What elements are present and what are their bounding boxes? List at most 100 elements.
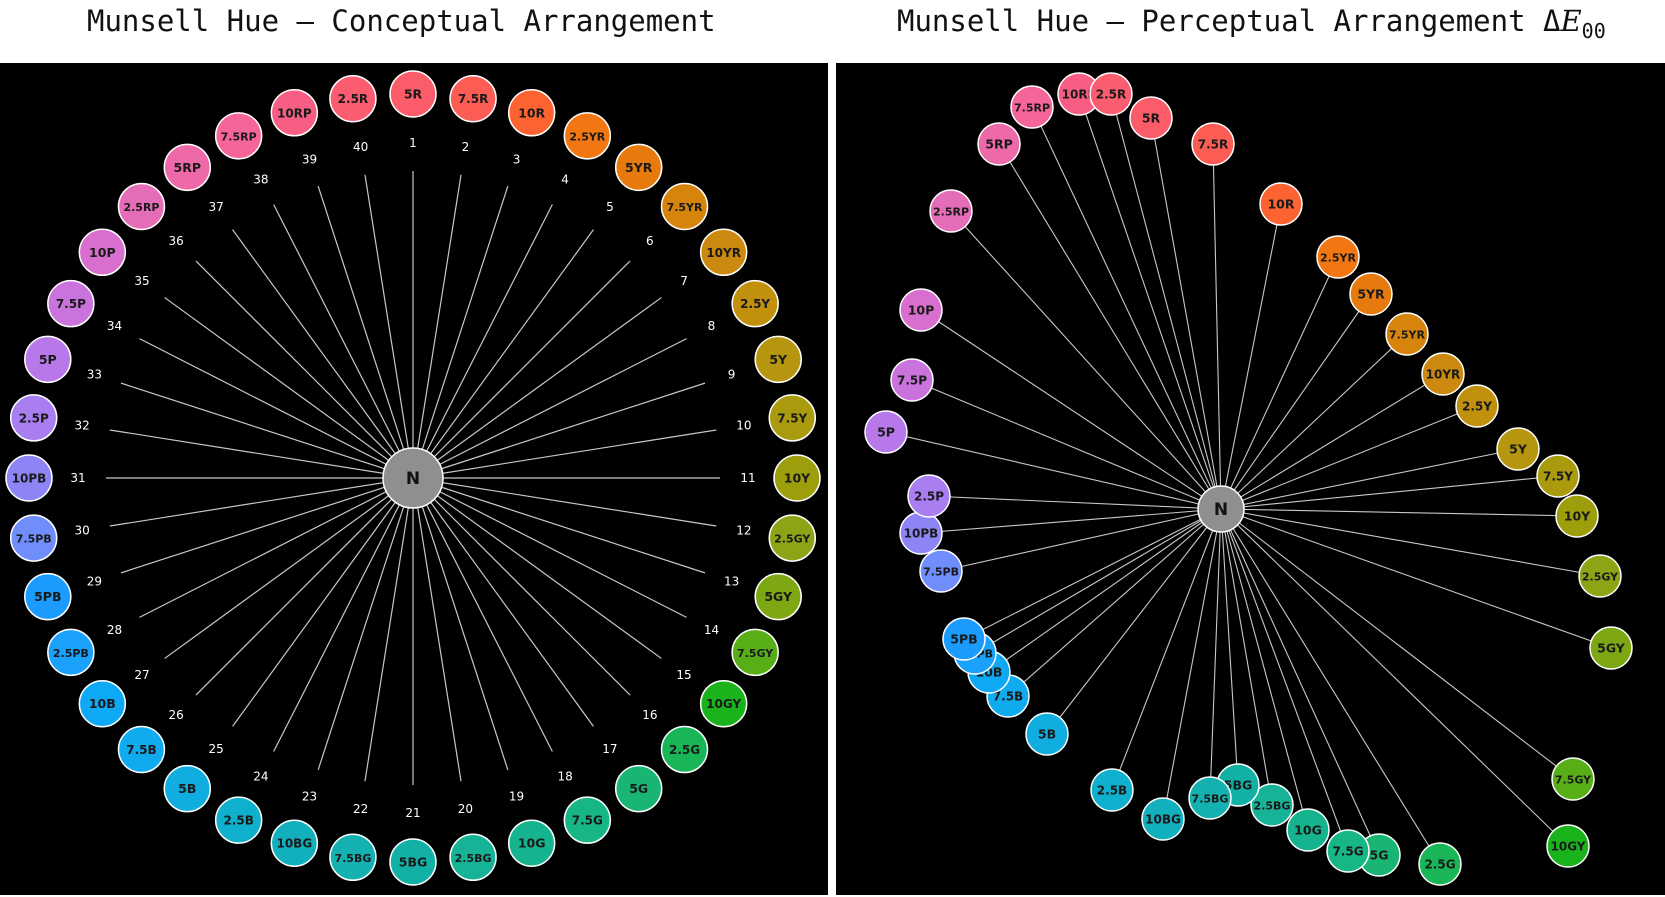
right-title-subscript: 00 (1581, 19, 1606, 43)
perceptual-edge-5rp (998, 143, 1222, 510)
conceptual-node-2-5bg: 2.5BG (449, 833, 497, 882)
perceptual-swatch-7-5g (1326, 829, 1370, 873)
conceptual-node-7-5pb: 7.5PB (9, 514, 58, 562)
conceptual-spoke-22 (364, 477, 414, 782)
conceptual-spoke-3 (412, 185, 509, 479)
conceptual-swatch-5yr (614, 143, 663, 192)
perceptual-swatch-10y (1555, 494, 1599, 538)
perceptual-label-2-5rp: 2.5RP (933, 206, 969, 219)
perceptual-label-7-5yr: 7.5YR (1389, 329, 1425, 342)
conceptual-node-2-5p: 2.5P (9, 394, 58, 442)
perceptual-neutral-node: N (1197, 485, 1245, 533)
perceptual-swatch-10yr (1421, 352, 1465, 396)
conceptual-spoke-6 (412, 260, 631, 479)
conceptual-spoke-5 (412, 229, 594, 479)
conceptual-spoke-8 (412, 338, 687, 479)
perceptual-swatch-7-5r (1191, 122, 1235, 166)
conceptual-swatch-7-5b (117, 725, 166, 774)
conceptual-node-7-5b: 7.5B (117, 725, 166, 774)
perceptual-edge-7-5b (1007, 508, 1222, 697)
perceptual-swatch-10g (1286, 808, 1330, 852)
spoke-number-13: 13 (724, 575, 739, 589)
spoke-number-4: 4 (561, 173, 569, 187)
conceptual-label-10pb: 10PB (12, 472, 47, 486)
perceptual-swatch-5pb (942, 617, 986, 661)
conceptual-node-2-5b: 2.5B (214, 796, 263, 844)
spoke-number-23: 23 (302, 790, 317, 804)
perceptual-edge-7-5r (1212, 143, 1222, 510)
perceptual-swatch-5gy (1589, 626, 1633, 670)
conceptual-swatch-5b (163, 764, 212, 813)
perceptual-swatch-5y (1496, 427, 1540, 471)
conceptual-label-2-5g: 2.5G (669, 743, 700, 757)
conceptual-label-2-5gy: 2.5GY (774, 533, 811, 546)
perceptual-label-7-5b: 7.5B (993, 690, 1023, 704)
conceptual-label-7-5g: 7.5G (572, 814, 603, 828)
conceptual-label-10gy: 10GY (706, 697, 741, 711)
spoke-number-19: 19 (509, 790, 524, 804)
conceptual-swatch-5bg (389, 838, 437, 886)
perceptual-node-2-5y: 2.5Y (1455, 384, 1499, 428)
spoke-number-30: 30 (74, 523, 89, 537)
conceptual-node-10yr: 10YR (699, 228, 748, 277)
conceptual-node-7-5r: 7.5R (449, 74, 497, 123)
conceptual-node-5r: 5R (389, 70, 437, 118)
conceptual-swatch-2-5b (214, 796, 263, 844)
spoke-number-33: 33 (87, 367, 102, 381)
conceptual-neutral-swatch (382, 447, 444, 509)
perceptual-node-5yr: 5YR (1349, 272, 1393, 316)
perceptual-label-5p: 5P (877, 425, 895, 440)
spoke-number-12: 12 (736, 523, 751, 537)
spoke-number-17: 17 (602, 742, 617, 756)
conceptual-swatch-10r (507, 89, 556, 137)
conceptual-label-7-5y: 7.5Y (777, 411, 807, 425)
perceptual-node-7-5rp: 7.5RP (1010, 85, 1054, 129)
spoke-number-11: 11 (740, 471, 755, 485)
perceptual-node-5r: 5R (1129, 96, 1173, 140)
conceptual-spoke-35 (164, 297, 414, 479)
perceptual-node-2-5b: 2.5B (1090, 768, 1134, 812)
conceptual-node-2-5y: 2.5Y (731, 279, 779, 328)
conceptual-label-7-5p: 7.5P (56, 297, 86, 311)
conceptual-node-5b: 5B (163, 764, 212, 813)
conceptual-spoke-24 (273, 477, 414, 752)
perceptual-node-7-5yr: 7.5YR (1385, 312, 1429, 356)
conceptual-swatch-7-5pb (9, 514, 58, 562)
conceptual-swatch-10g (507, 819, 556, 867)
perceptual-edge-10bg (1162, 508, 1222, 820)
perceptual-swatch-5b (1025, 712, 1069, 756)
spoke-number-15: 15 (676, 668, 691, 682)
conceptual-swatch-7-5g (563, 796, 612, 844)
perceptual-edge-5y (1220, 448, 1519, 510)
perceptual-swatch-7-5rp (1010, 85, 1054, 129)
spoke-number-32: 32 (74, 419, 89, 433)
spoke-number-3: 3 (513, 152, 521, 166)
perceptual-swatch-2-5yr (1316, 235, 1360, 279)
conceptual-node-2-5r: 2.5R (329, 74, 377, 123)
right-title-text: Munsell Hue – Perceptual Arrangement (897, 4, 1544, 38)
conceptual-spoke-30 (109, 477, 414, 527)
conceptual-node-5y: 5Y (754, 335, 802, 384)
conceptual-spoke-33 (120, 382, 414, 479)
perceptual-label-2-5g: 2.5G (1424, 858, 1455, 872)
conceptual-swatch-5gy (754, 572, 802, 621)
perceptual-node-10yr: 10YR (1421, 352, 1465, 396)
conceptual-label-2-5yr: 2.5YR (569, 130, 605, 143)
conceptual-arrangement-panel: 1 2 3 4 5 6 7 8 9 10 11 12 13 14 15 16 17 18 19 20 21 22 23 24 2… (0, 63, 828, 895)
perceptual-label-2-5b: 2.5B (1097, 784, 1127, 798)
perceptual-label-5rp: 5RP (985, 137, 1012, 152)
conceptual-label-7-5b: 7.5B (126, 743, 156, 757)
conceptual-spoke-39 (317, 185, 414, 479)
conceptual-label-5rp: 5RP (174, 160, 201, 175)
conceptual-node-5p: 5P (24, 335, 72, 384)
perceptual-edge-5gy (1220, 508, 1612, 649)
perceptual-node-7-5y: 7.5Y (1536, 454, 1580, 498)
conceptual-spoke-18 (412, 477, 553, 752)
conceptual-node-2-5yr: 2.5YR (563, 112, 612, 160)
conceptual-label-7-5bg: 7.5BG (334, 852, 371, 865)
conceptual-swatch-10yr (699, 228, 748, 277)
spoke-number-21: 21 (405, 806, 420, 820)
conceptual-swatch-5rp (163, 143, 212, 192)
perceptual-edge-7-5g (1220, 508, 1349, 852)
spoke-number-7: 7 (680, 274, 688, 288)
